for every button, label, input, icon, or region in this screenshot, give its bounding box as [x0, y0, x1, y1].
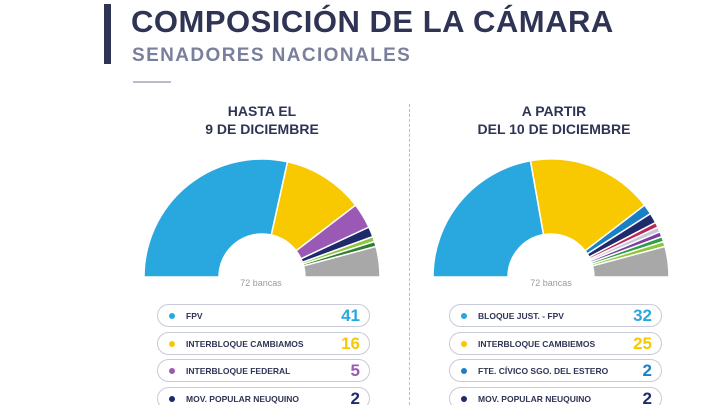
chart0-legend-item: INTERBLOQUE CAMBIAMOS 16: [157, 331, 370, 355]
legend-value: 25: [633, 333, 652, 353]
legend-label: INTERBLOQUE CAMBIAMOS: [186, 338, 304, 349]
panel-divider: [409, 104, 410, 405]
chart0-segment-6: [302, 245, 381, 278]
left-chart-heading: HASTA EL 9 DE DICIEMBRE: [132, 102, 392, 138]
legend-label: BLOQUE JUST. - FPV: [478, 311, 564, 321]
legend-value: 41: [341, 306, 360, 325]
legend-label: FTE. CÍVICO SGO. DEL ESTERO: [478, 366, 609, 376]
legend-value: 2: [350, 388, 360, 405]
legend-label: INTERBLOQUE FEDERAL: [186, 366, 291, 376]
legend-dot-icon: [461, 313, 467, 319]
chart1-legend-item: BLOQUE JUST. - FPV 32: [449, 304, 662, 327]
right-heading-line2: DEL 10 DE DICIEMBRE: [477, 121, 631, 137]
right-half-donut-chart: [432, 158, 670, 278]
legend-dot-icon: [169, 313, 175, 319]
legend-dot-icon: [169, 368, 175, 374]
chart1-segment-0: [432, 159, 545, 278]
left-heading-line2: 9 DE DICIEMBRE: [205, 121, 319, 137]
right-chart-heading: A PARTIR DEL 10 DE DICIEMBRE: [424, 102, 684, 138]
chart1-legend-item: MOV. POPULAR NEUQUINO 2: [449, 386, 662, 405]
left-total-seats-label: 72 bancas: [240, 278, 282, 288]
legend-value: 16: [341, 333, 360, 353]
legend-label: FPV: [186, 311, 203, 321]
chart1-legend-item: FTE. CÍVICO SGO. DEL ESTERO 2: [449, 359, 662, 382]
left-half-donut-chart: [143, 158, 381, 278]
legend-value: 5: [350, 361, 360, 380]
chart0-legend-item: FPV 41: [157, 304, 370, 327]
legend-label: MOV. POPULAR NEUQUINO: [478, 393, 592, 404]
chart1-segment-9: [591, 245, 670, 278]
legend-value: 2: [642, 388, 652, 405]
left-heading-line1: HASTA EL: [227, 103, 297, 119]
right-heading-line1: A PARTIR: [521, 103, 587, 119]
legend-label: MOV. POPULAR NEUQUINO: [186, 393, 300, 404]
legend-dot-icon: [461, 340, 467, 347]
title-underline: [133, 81, 171, 83]
chart1-segment-1: [529, 158, 646, 252]
legend-dot-icon: [461, 368, 467, 374]
legend-value: 2: [642, 361, 652, 380]
legend-dot-icon: [461, 395, 467, 402]
chart0-legend-item: MOV. POPULAR NEUQUINO 2: [157, 386, 370, 405]
chart1-legend-item: INTERBLOQUE CAMBIEMOS 25: [449, 331, 662, 355]
page-subtitle: SENADORES NACIONALES: [132, 45, 412, 66]
legend-dot-icon: [169, 340, 175, 347]
page-title: COMPOSICIÓN DE LA CÁMARA: [131, 4, 614, 39]
chart0-segment-0: [143, 158, 289, 278]
chart0-legend-item: INTERBLOQUE FEDERAL 5: [157, 359, 370, 382]
legend-dot-icon: [169, 395, 175, 402]
legend-value: 32: [633, 306, 652, 325]
legend-label: INTERBLOQUE CAMBIEMOS: [478, 338, 596, 349]
left-legend: FPV 41 INTERBLOQUE CAMBIAMOS 16 INTERBLOQUE …: [157, 304, 370, 405]
title-accent-bar: [104, 4, 111, 64]
right-legend: BLOQUE JUST. - FPV 32 INTERBLOQUE CAMBIEMO…: [449, 304, 662, 405]
right-total-seats-label: 72 bancas: [530, 278, 572, 288]
